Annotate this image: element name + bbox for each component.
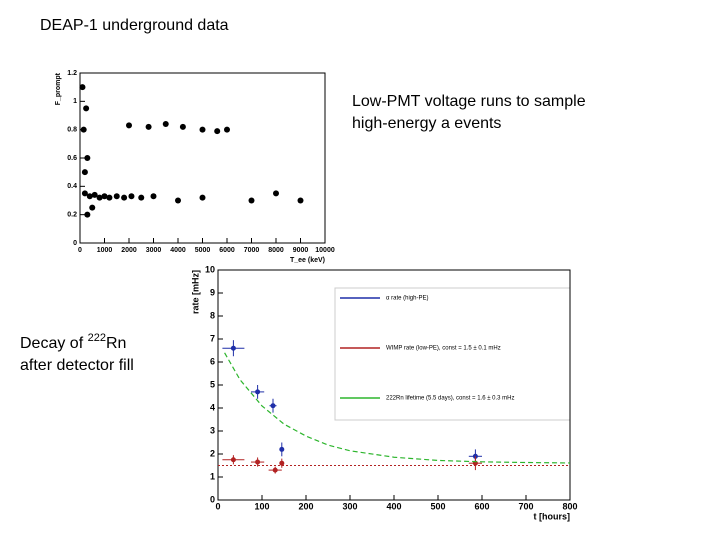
point <box>255 459 261 465</box>
point <box>145 123 152 130</box>
point <box>101 193 108 200</box>
note: Low-PMT voltage runs to sample <box>352 93 586 110</box>
y-tick-label: 4 <box>210 402 215 412</box>
x-tick-label: 300 <box>342 501 357 511</box>
x-tick-label: 9000 <box>293 247 309 254</box>
y-axis-label: rate [mHz] <box>190 270 200 314</box>
point <box>128 193 135 200</box>
point <box>80 126 87 133</box>
y-tick-label: 1 <box>210 471 215 481</box>
x-tick-label: 100 <box>254 501 269 511</box>
y-tick-label: 1 <box>73 98 77 105</box>
point <box>199 126 206 133</box>
y-tick-label: 6 <box>210 356 215 366</box>
x-tick-label: 700 <box>518 501 533 511</box>
point <box>273 190 279 197</box>
point <box>297 197 304 204</box>
point <box>230 457 236 463</box>
point <box>214 128 221 135</box>
point <box>89 204 96 211</box>
y-tick-label: 5 <box>210 379 215 389</box>
x-axis-label: T_ee (keV) <box>290 257 325 264</box>
x-tick-label: 400 <box>386 501 401 511</box>
x-tick-label: 0 <box>78 247 82 254</box>
y-tick-label: 7 <box>210 333 215 343</box>
x-tick-label: 4000 <box>170 247 186 254</box>
point <box>113 193 120 200</box>
point <box>81 169 88 176</box>
x-tick-label: 5000 <box>195 247 211 254</box>
point <box>179 123 186 130</box>
point <box>106 194 113 201</box>
point <box>138 194 145 201</box>
point <box>86 193 93 200</box>
y-tick-label: 0.4 <box>67 183 77 190</box>
y-tick-label: 0.6 <box>67 155 77 162</box>
x-tick-label: 8000 <box>268 247 284 254</box>
point <box>224 126 230 133</box>
y-tick-label: 8 <box>210 310 215 320</box>
point <box>255 389 261 395</box>
note: high-energy a events <box>352 115 501 132</box>
legend-label: WIMP rate (low-PE), const = 1.5 ± 0.1 mH… <box>386 346 501 352</box>
point <box>84 155 91 161</box>
point <box>96 194 103 201</box>
x-tick-label: 6000 <box>219 247 235 254</box>
y-tick-label: 3 <box>210 425 215 435</box>
slide-title: DEAP-1 underground data <box>40 17 229 34</box>
point <box>126 122 132 129</box>
y-tick-label: 0 <box>73 240 77 247</box>
fit-curve <box>224 352 571 464</box>
point <box>84 211 91 218</box>
point <box>81 190 88 197</box>
x-tick-label: 1000 <box>97 247 113 254</box>
x-tick-label: 3000 <box>146 247 162 254</box>
x-tick-label: 500 <box>430 501 445 511</box>
point <box>162 121 169 127</box>
x-tick-label: 7000 <box>244 247 260 254</box>
point <box>79 84 86 91</box>
y-tick-label: 2 <box>210 448 215 458</box>
caption-text: Decay of <box>20 335 88 352</box>
point <box>270 403 276 409</box>
y-axis-label: F_prompt <box>55 72 62 105</box>
x-tick-label: 2000 <box>121 247 137 254</box>
caption: Decay of 222Rn <box>20 332 126 352</box>
x-tick-label: 0 <box>215 501 220 511</box>
point <box>83 105 90 112</box>
y-tick-label: 0 <box>210 494 215 504</box>
y-tick-label: 9 <box>210 287 215 297</box>
point <box>121 194 128 201</box>
point <box>91 191 98 198</box>
point <box>199 194 206 201</box>
x-axis-label: t [hours] <box>534 511 571 521</box>
caption-text: Rn <box>106 335 126 352</box>
y-tick-label: 1.2 <box>67 70 77 77</box>
y-tick-label: 0.2 <box>67 212 77 219</box>
point <box>272 467 278 473</box>
legend-label: 222Rn lifetime (5.5 days), const = 1.6 ±… <box>386 396 515 402</box>
point <box>150 193 157 200</box>
point <box>175 197 181 204</box>
legend-label: α rate (high-PE) <box>386 296 428 302</box>
point <box>230 345 236 351</box>
x-tick-label: 200 <box>298 501 313 511</box>
point <box>279 446 285 452</box>
y-tick-label: 10 <box>205 264 215 274</box>
caption: after detector fill <box>20 357 134 374</box>
y-tick-label: 0.8 <box>67 127 77 134</box>
point <box>248 197 255 204</box>
x-tick-label: 10000 <box>315 247 335 254</box>
x-tick-label: 600 <box>474 501 489 511</box>
caption-sup: 222 <box>88 332 106 344</box>
x-tick-label: 800 <box>562 501 577 511</box>
point <box>279 460 285 466</box>
